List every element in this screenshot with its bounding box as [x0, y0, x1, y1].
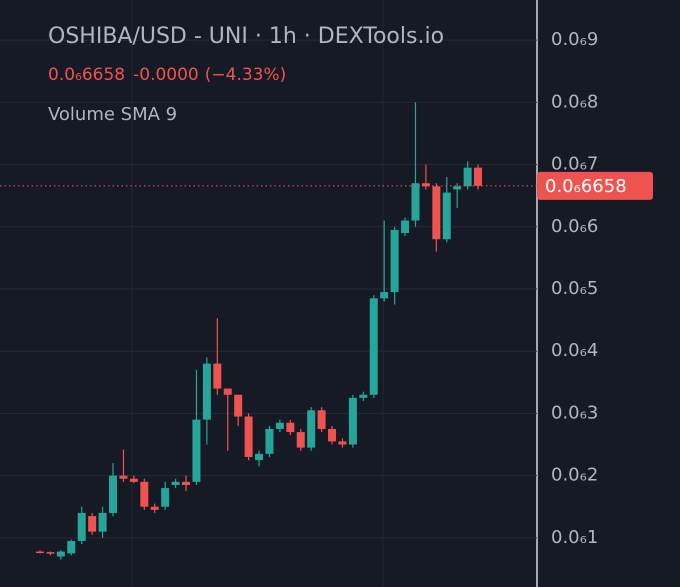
- candle-body: [192, 419, 201, 482]
- candle-body: [328, 428, 337, 442]
- last-price-box: [537, 171, 653, 200]
- candle-body: [411, 183, 420, 221]
- candle-body: [296, 432, 305, 448]
- candle-body: [348, 397, 357, 445]
- candle-body: [453, 186, 462, 190]
- y-tick-label: 0.0₆6: [551, 216, 598, 237]
- candle-body: [255, 453, 264, 461]
- candle-body: [442, 192, 451, 240]
- candle-body: [244, 416, 253, 457]
- candle-body: [432, 186, 441, 240]
- candle-body: [98, 512, 107, 532]
- candle-body: [286, 422, 295, 433]
- y-tick-label: 0.0₆9: [551, 29, 598, 50]
- candle-body: [171, 481, 180, 485]
- candle-body: [129, 478, 138, 482]
- y-tick-label: 0.0₆8: [551, 91, 598, 112]
- candle-body: [369, 298, 378, 395]
- last-price-label: 0.0₆6658: [545, 176, 627, 197]
- candle-body: [307, 410, 316, 448]
- y-tick-label: 0.0₆5: [551, 278, 598, 299]
- candle-body: [36, 551, 44, 554]
- candle-body: [46, 552, 55, 554]
- change-pct: (−4.33%): [205, 65, 287, 85]
- candle-body: [119, 475, 128, 479]
- candle-body: [77, 512, 86, 541]
- legend-price: 0.0₆6658 -0.0000 (−4.33%): [48, 65, 286, 85]
- candle-body: [359, 394, 368, 398]
- candle-body: [150, 506, 159, 510]
- y-tick-label: 0.0₆4: [551, 340, 598, 361]
- candle-body: [338, 441, 347, 445]
- candle-body: [463, 167, 472, 187]
- candle-body: [109, 475, 118, 513]
- candle-body: [401, 220, 410, 233]
- candle-body: [234, 394, 243, 417]
- title: OSHIBA/USD - UNI · 1h · DEXTools.io: [48, 24, 444, 49]
- candle-body: [380, 292, 389, 299]
- indicator: Volume SMA 9: [48, 104, 177, 125]
- last-price: 0.0₆6658: [48, 65, 125, 85]
- y-tick-label: 0.0₆1: [551, 527, 598, 548]
- candle-body: [317, 410, 326, 429]
- candle-body: [223, 388, 232, 395]
- candle-body: [140, 481, 149, 507]
- change: -0.0000: [133, 65, 199, 85]
- y-tick-label: 0.0₆3: [551, 402, 598, 423]
- candle-body: [88, 516, 97, 532]
- candle-body: [421, 183, 430, 187]
- candle-body: [213, 363, 222, 389]
- candle-body: [474, 167, 483, 186]
- y-tick-label: 0.0₆7: [551, 154, 598, 175]
- candle-body: [56, 551, 65, 557]
- candle-body: [390, 229, 399, 293]
- candle-body: [182, 481, 191, 485]
- y-tick-label: 0.0₆2: [551, 465, 598, 486]
- candle-body: [161, 488, 170, 507]
- candle-body: [275, 422, 284, 429]
- candle-body: [67, 540, 76, 554]
- candle-body: [265, 428, 274, 454]
- candle-body: [202, 363, 211, 420]
